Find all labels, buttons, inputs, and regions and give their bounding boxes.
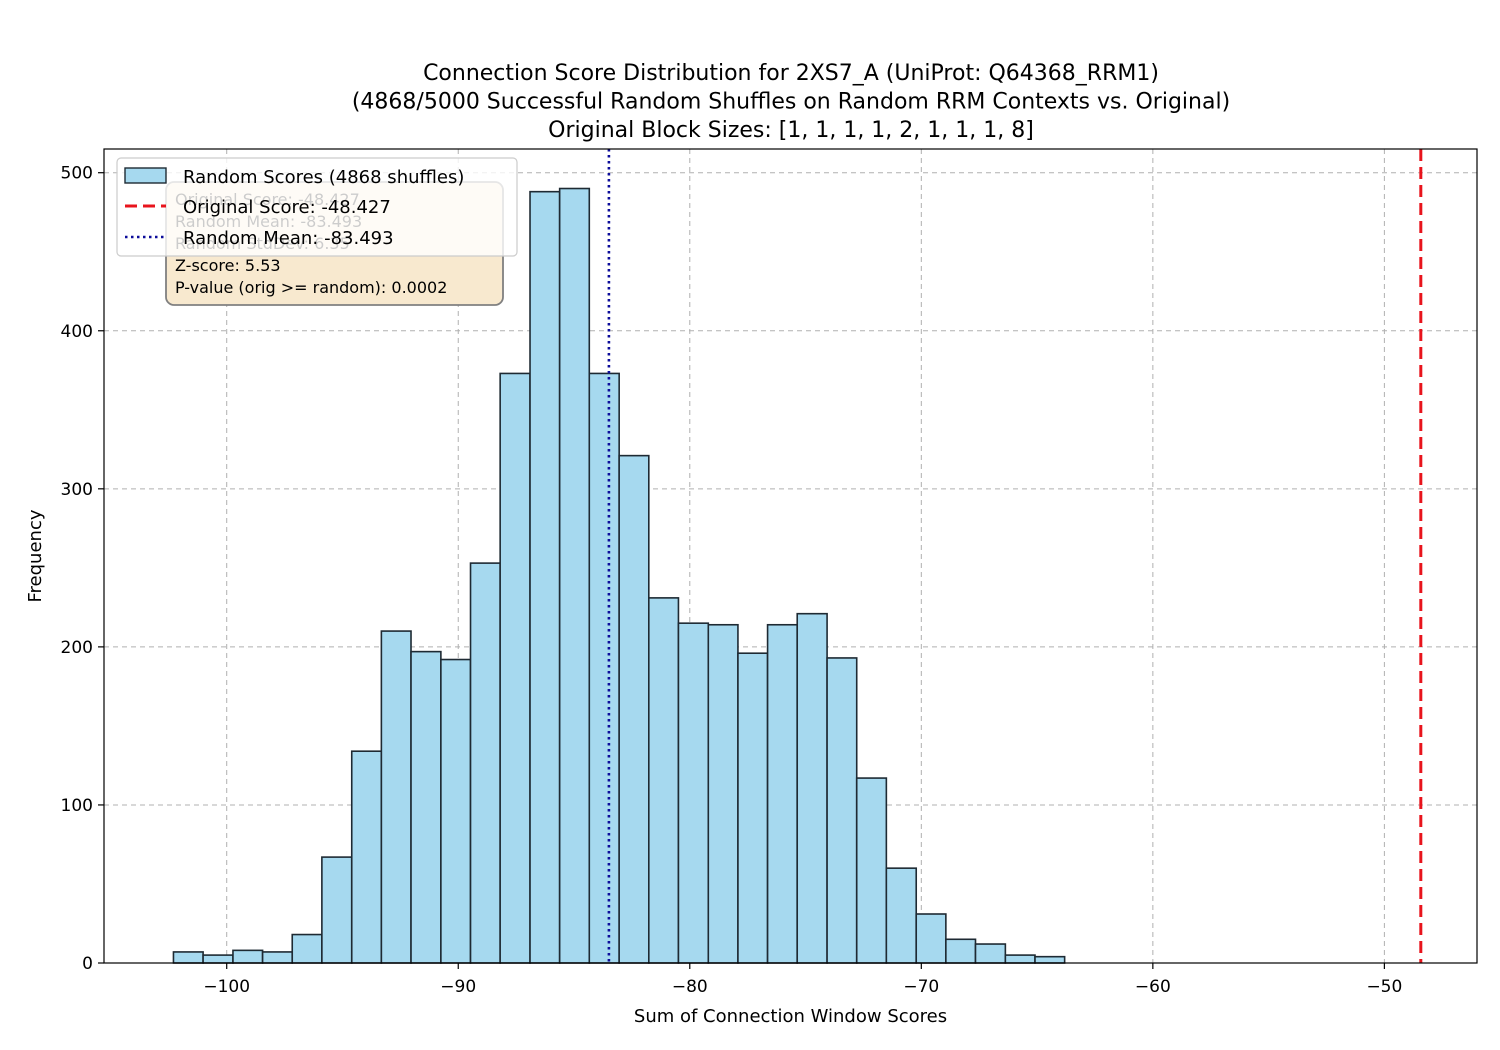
legend-label-histogram: Random Scores (4868 shuffles) [183, 167, 464, 188]
histogram-bar [558, 187, 591, 964]
x-tick-label: −90 [440, 977, 476, 997]
chart-title: Connection Score Distribution for 2XS7_A… [352, 61, 1230, 143]
x-tick-label: −100 [203, 977, 250, 997]
histogram-bar [1004, 954, 1036, 964]
histogram-bar [677, 622, 710, 964]
y-tick-label: 100 [61, 796, 93, 816]
x-axis-ticks: −100 −90 −80 −70 −60 −50 [203, 963, 1402, 997]
histogram-bar [915, 913, 947, 964]
stats-line: P-value (orig >= random): 0.0002 [175, 278, 447, 297]
title-line: Original Block Sizes: [1, 1, 1, 1, 2, 1,… [548, 118, 1034, 143]
histogram-bar [737, 652, 769, 964]
histogram-bar [618, 454, 650, 964]
x-axis-label: Sum of Connection Window Scores [634, 1006, 947, 1027]
legend-label-mean: Random Mean: -83.493 [183, 228, 394, 249]
y-tick-label: 400 [61, 322, 93, 342]
title-line: (4868/5000 Successful Random Shuffles on… [352, 90, 1230, 115]
histogram-bar [202, 954, 234, 964]
x-tick-label: −80 [672, 977, 708, 997]
histogram-bar [855, 777, 888, 964]
y-axis-ticks: 0 100 200 300 400 500 [61, 164, 104, 974]
histogram-bar [945, 938, 977, 964]
y-tick-label: 0 [82, 954, 93, 974]
histogram-bar [1034, 955, 1066, 964]
y-tick-label: 300 [61, 480, 93, 500]
y-axis-label: Frequency [25, 509, 46, 602]
title-line: Connection Score Distribution for 2XS7_A… [423, 61, 1159, 86]
y-tick-label: 200 [61, 638, 93, 658]
histogram-bar [529, 190, 561, 964]
histogram-bar [321, 856, 353, 964]
histogram-bar [974, 943, 1007, 964]
histogram-bar [380, 630, 412, 964]
stats-line: Z-score: 5.53 [175, 256, 281, 275]
legend-background [116, 157, 518, 257]
x-tick-label: −70 [903, 977, 939, 997]
histogram-bar [440, 658, 472, 964]
histogram-bar [350, 750, 383, 964]
histogram-bar [469, 562, 501, 964]
histogram-bar [172, 951, 204, 964]
histogram-bar [499, 372, 531, 964]
plot-frame [103, 148, 1478, 964]
x-tick-label: −50 [1366, 977, 1402, 997]
histogram-bar [707, 623, 739, 964]
histogram-bars [172, 187, 1066, 964]
histogram-bar [232, 949, 264, 964]
histogram-bar [885, 867, 918, 964]
histogram-bar [291, 933, 323, 964]
histogram-bar [261, 951, 294, 964]
histogram-bar [648, 597, 680, 964]
histogram-bar [588, 372, 620, 964]
histogram-bar [410, 650, 442, 964]
x-tick-label: −60 [1135, 977, 1171, 997]
y-tick-label: 500 [61, 164, 93, 184]
histogram-bar [766, 623, 799, 964]
legend-swatch-histogram [124, 167, 167, 184]
reference-lines [607, 149, 1423, 963]
legend-label-original: Original Score: -48.427 [183, 197, 391, 218]
histogram-bar [826, 657, 858, 964]
legend: Random Scores (4868 shuffles) Original Sc… [116, 157, 518, 257]
histogram-bar [796, 612, 828, 964]
